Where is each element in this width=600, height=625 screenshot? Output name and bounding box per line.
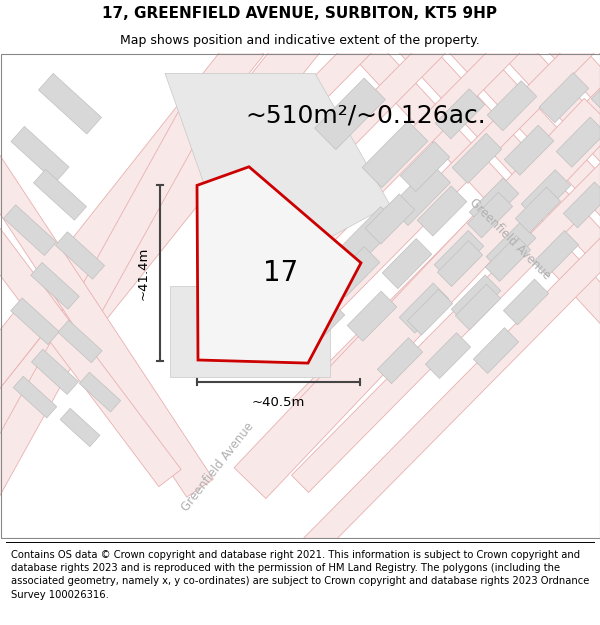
Polygon shape — [295, 299, 345, 349]
Polygon shape — [11, 298, 59, 344]
Polygon shape — [58, 320, 102, 362]
Polygon shape — [455, 284, 500, 330]
Polygon shape — [485, 236, 530, 281]
Polygon shape — [425, 332, 470, 379]
Polygon shape — [11, 126, 69, 182]
Polygon shape — [365, 194, 415, 244]
Polygon shape — [197, 167, 361, 363]
Polygon shape — [400, 141, 450, 191]
Polygon shape — [521, 170, 571, 220]
Text: 17, GREENFIELD AVENUE, SURBITON, KT5 9HP: 17, GREENFIELD AVENUE, SURBITON, KT5 9HP — [103, 6, 497, 21]
Polygon shape — [165, 73, 390, 286]
Polygon shape — [292, 0, 600, 41]
Text: ~510m²/~0.126ac.: ~510m²/~0.126ac. — [245, 103, 486, 127]
Polygon shape — [417, 186, 467, 236]
Polygon shape — [486, 222, 536, 272]
Polygon shape — [0, 146, 214, 497]
Polygon shape — [434, 231, 484, 281]
Polygon shape — [533, 231, 578, 276]
Polygon shape — [382, 239, 432, 289]
Polygon shape — [556, 117, 600, 168]
Polygon shape — [469, 178, 519, 228]
Polygon shape — [399, 283, 449, 333]
Polygon shape — [292, 46, 600, 418]
Polygon shape — [292, 0, 600, 267]
Polygon shape — [342, 207, 398, 264]
Polygon shape — [170, 286, 330, 377]
Text: Contains OS data © Crown copyright and database right 2021. This information is : Contains OS data © Crown copyright and d… — [11, 550, 589, 599]
Polygon shape — [473, 328, 518, 374]
Polygon shape — [292, 0, 600, 117]
Polygon shape — [515, 187, 560, 233]
Polygon shape — [292, 0, 600, 342]
Polygon shape — [13, 376, 57, 418]
Polygon shape — [234, 98, 600, 499]
Polygon shape — [55, 232, 104, 279]
Polygon shape — [292, 121, 600, 493]
Polygon shape — [540, 23, 600, 366]
Polygon shape — [440, 23, 600, 366]
Polygon shape — [490, 23, 600, 366]
Polygon shape — [60, 408, 100, 447]
Polygon shape — [340, 23, 600, 366]
Polygon shape — [0, 216, 181, 487]
Polygon shape — [34, 169, 86, 220]
Polygon shape — [0, 32, 264, 409]
Polygon shape — [452, 133, 502, 183]
Polygon shape — [590, 23, 600, 366]
Polygon shape — [407, 289, 452, 335]
Polygon shape — [451, 275, 501, 325]
Polygon shape — [487, 81, 537, 131]
Polygon shape — [4, 205, 56, 256]
Polygon shape — [347, 291, 397, 341]
Text: ~41.4m: ~41.4m — [137, 246, 150, 300]
Polygon shape — [0, 20, 326, 471]
Polygon shape — [437, 241, 482, 286]
Polygon shape — [539, 72, 589, 122]
Polygon shape — [377, 338, 422, 384]
Text: 17: 17 — [263, 259, 298, 287]
Polygon shape — [563, 182, 600, 228]
Polygon shape — [31, 262, 79, 309]
Polygon shape — [503, 279, 548, 325]
Text: ~40.5m: ~40.5m — [252, 396, 305, 409]
Polygon shape — [292, 0, 600, 192]
Polygon shape — [31, 349, 79, 394]
Polygon shape — [292, 196, 600, 568]
Polygon shape — [467, 192, 512, 238]
Polygon shape — [314, 78, 385, 149]
Polygon shape — [390, 23, 600, 366]
Text: Map shows position and indicative extent of the property.: Map shows position and indicative extent… — [120, 34, 480, 47]
Polygon shape — [389, 164, 451, 226]
Text: Greenfield Avenue: Greenfield Avenue — [467, 196, 553, 282]
Polygon shape — [591, 64, 600, 114]
Polygon shape — [330, 247, 380, 297]
Polygon shape — [0, 96, 213, 526]
Polygon shape — [38, 74, 101, 134]
Text: Greenfield Avenue: Greenfield Avenue — [179, 419, 257, 513]
Polygon shape — [79, 372, 121, 412]
Polygon shape — [435, 89, 485, 139]
Polygon shape — [504, 125, 554, 175]
Polygon shape — [362, 121, 428, 188]
